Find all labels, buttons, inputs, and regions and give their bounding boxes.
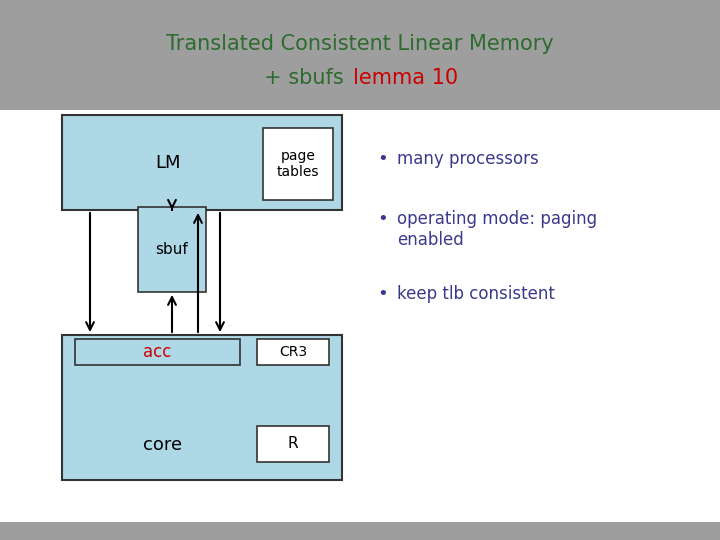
Text: LM: LM bbox=[156, 153, 181, 172]
Bar bbox=[257, 339, 329, 365]
Bar bbox=[62, 115, 342, 210]
Text: acc: acc bbox=[143, 343, 171, 361]
Text: sbuf: sbuf bbox=[156, 242, 189, 257]
Bar bbox=[62, 335, 342, 480]
Text: lemma 10: lemma 10 bbox=[353, 68, 458, 88]
Text: keep tlb consistent: keep tlb consistent bbox=[397, 285, 555, 303]
Bar bbox=[0, 110, 720, 522]
Text: R: R bbox=[288, 436, 298, 451]
Bar bbox=[257, 426, 329, 462]
Bar bbox=[138, 207, 206, 292]
Bar bbox=[0, 522, 720, 540]
Bar bbox=[263, 128, 333, 200]
Text: core: core bbox=[143, 436, 182, 454]
Text: •: • bbox=[377, 285, 388, 303]
Bar bbox=[75, 339, 240, 365]
Text: page
tables: page tables bbox=[276, 149, 319, 179]
Text: CR3: CR3 bbox=[279, 345, 307, 359]
Text: •: • bbox=[377, 210, 388, 228]
Bar bbox=[0, 0, 720, 110]
Text: operating mode: paging
enabled: operating mode: paging enabled bbox=[397, 210, 597, 249]
Text: Translated Consistent Linear Memory: Translated Consistent Linear Memory bbox=[166, 34, 554, 54]
Text: •: • bbox=[377, 150, 388, 168]
Text: many processors: many processors bbox=[397, 150, 539, 168]
Text: + sbufs: + sbufs bbox=[264, 68, 350, 88]
